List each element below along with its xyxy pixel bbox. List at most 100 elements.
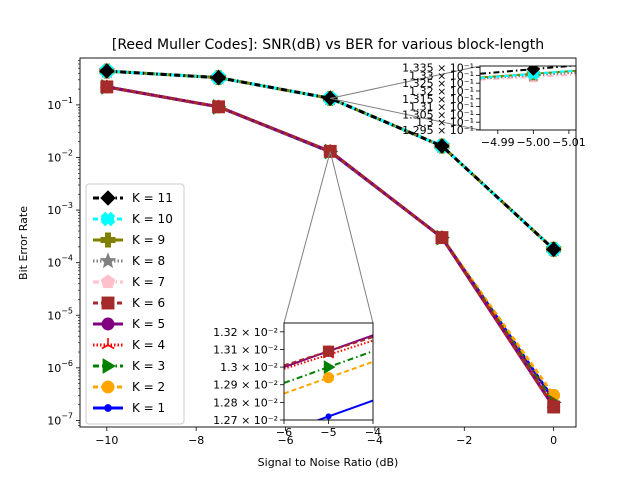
inset-y-tick-label: 1.315 × 10⁻¹ — [402, 93, 474, 106]
legend-entry-k-7: K = 7 — [93, 274, 165, 289]
legend-entry-k-11: K = 11 — [93, 190, 173, 206]
zoom-connector-upper — [330, 97, 481, 131]
y-tick-label: 10−3 — [47, 201, 73, 217]
x-tick-label: 0 — [550, 434, 557, 447]
data-point-k-11 — [210, 69, 227, 86]
upper-zoom-inset: −4.99 −5.00 −5.011.295 × 10⁻¹1.3 × 10⁻¹1.3… — [402, 62, 586, 149]
legend-marker — [101, 296, 115, 310]
lower-zoom-inset: −6 −5 −4 1.27 × 10⁻² 1.28 × 10⁻² 1.29 × 10⁻² 1… — [213, 322, 381, 439]
inset-x-tick-label: −5 — [320, 426, 336, 439]
data-point-k-6 — [100, 80, 114, 94]
legend-marker — [101, 338, 115, 350]
data-point-k-6 — [547, 400, 561, 414]
inset-y-tick-label: 1.32 × 10⁻² — [213, 326, 278, 339]
series-k-6 — [100, 80, 561, 414]
legend-label: K = 4 — [132, 338, 165, 352]
inset-x-tick-label: −4 — [365, 426, 381, 439]
legend-label: K = 10 — [132, 212, 173, 226]
legend-entry-k-1: K = 1 — [93, 401, 165, 415]
data-point-k-11 — [434, 138, 450, 154]
chart-title: [Reed Muller Codes]: SNR(dB) vs BER for … — [112, 37, 544, 53]
legend-entry-k-8: K = 8 — [93, 252, 165, 269]
plot-frame — [79, 57, 577, 428]
inset-line-k-7 — [480, 73, 576, 81]
data-point-k-11 — [545, 241, 562, 257]
legend-marker — [100, 211, 116, 227]
inset-y-tick-label: 1.305 × 10⁻¹ — [402, 108, 474, 121]
legend-label: K = 7 — [132, 275, 165, 289]
legend-label: K = 9 — [132, 233, 165, 247]
inset-y-tick-label: 1.295 × 10⁻¹ — [402, 124, 474, 137]
data-point-k-6 — [323, 144, 337, 158]
legend-entry-k-3: K = 3 — [93, 358, 165, 374]
y-tick-label: 10−2 — [47, 148, 73, 164]
inset-x-tick-label: −5.01 — [552, 136, 586, 149]
inset-line-k-11 — [480, 66, 576, 75]
data-point-k-11 — [99, 63, 115, 79]
inset-point-k-6 — [322, 345, 335, 357]
y-tick-label: 10−5 — [47, 306, 73, 322]
inset-y-tick-label: 1.325 × 10⁻¹ — [402, 77, 474, 90]
zoom-connectors — [283, 65, 481, 324]
legend-entry-k-4: K = 4 — [93, 338, 165, 352]
inset-line-k-10 — [480, 69, 576, 80]
legend-marker — [100, 232, 116, 248]
inset-y-tick-label: 1.27 × 10⁻² — [213, 414, 278, 427]
inset-y-tick-label: 1.335 × 10⁻¹ — [402, 62, 474, 75]
zoom-connector-lower — [283, 151, 331, 324]
inset-series-k-2 — [284, 360, 373, 395]
x-tick-label: −4 — [367, 434, 383, 447]
inset-series-k-3 — [284, 350, 373, 384]
y-tick-label: 10−7 — [47, 411, 73, 427]
inset-y-tick-label: 1.31 × 10⁻² — [213, 343, 278, 356]
inset-x-tick-label: −5.00 — [516, 136, 550, 149]
legend-label: K = 11 — [132, 191, 173, 205]
legend-label: K = 1 — [132, 401, 165, 415]
legend-marker — [104, 404, 112, 412]
legend-marker — [100, 190, 116, 206]
inset-frame — [479, 65, 577, 131]
legend-label: K = 6 — [132, 296, 165, 310]
legend-entry-k-10: K = 10 — [93, 211, 173, 227]
legend-marker — [102, 358, 116, 374]
legend-marker — [99, 252, 117, 269]
inset-series-k-1 — [315, 399, 373, 420]
x-tick-label: −6 — [277, 434, 293, 447]
x-tick-label: −10 — [95, 434, 118, 447]
legend-marker — [100, 274, 116, 289]
inset-y-tick-label: 1.3 × 10⁻² — [220, 361, 278, 374]
y-tick-label: 10−6 — [47, 359, 73, 375]
legend-marker — [101, 317, 115, 331]
inset-y-tick-label: 1.31 × 10⁻¹ — [409, 101, 474, 114]
x-axis-label: Signal to Noise Ratio (dB) — [258, 456, 399, 469]
legend-marker — [101, 380, 115, 394]
y-tick-label: 10−4 — [47, 254, 73, 270]
y-axis-label: Bit Error Rate — [17, 206, 30, 280]
inset-x-tick-label: −6 — [276, 426, 292, 439]
inset-y-tick-label: 1.32 × 10⁻¹ — [409, 85, 474, 98]
inset-x-tick-label: −4.99 — [481, 136, 515, 149]
legend-label: K = 3 — [132, 359, 165, 373]
legend: K = 11 K = 10 K = 9 K = 8 K = 7 K = 6 K = 5 K =… — [85, 183, 185, 425]
x-tick-label: −8 — [188, 434, 204, 447]
inset-point-k-11 — [526, 66, 541, 76]
inset-series-k-6 — [284, 336, 373, 367]
legend-label: K = 2 — [132, 380, 165, 394]
legend-entry-k-2: K = 2 — [93, 380, 165, 394]
inset-y-tick-label: 1.3 × 10⁻¹ — [416, 116, 474, 129]
zoom-connector-lower — [329, 151, 374, 324]
inset-point-k-1 — [325, 413, 332, 420]
x-tick-label: −2 — [456, 434, 472, 447]
inset-y-tick-label: 1.33 × 10⁻¹ — [409, 69, 474, 82]
legend-label: K = 5 — [132, 317, 165, 331]
zoom-connector-upper — [330, 65, 481, 99]
legend-entry-k-5: K = 5 — [93, 317, 165, 331]
legend-label: K = 8 — [132, 254, 165, 268]
data-point-k-6 — [212, 100, 225, 114]
data-point-k-6 — [435, 231, 449, 245]
legend-entry-k-9: K = 9 — [93, 232, 165, 248]
inset-point-k-3 — [323, 360, 336, 374]
inset-series-k-11 — [480, 66, 576, 76]
inset-background — [284, 323, 373, 420]
